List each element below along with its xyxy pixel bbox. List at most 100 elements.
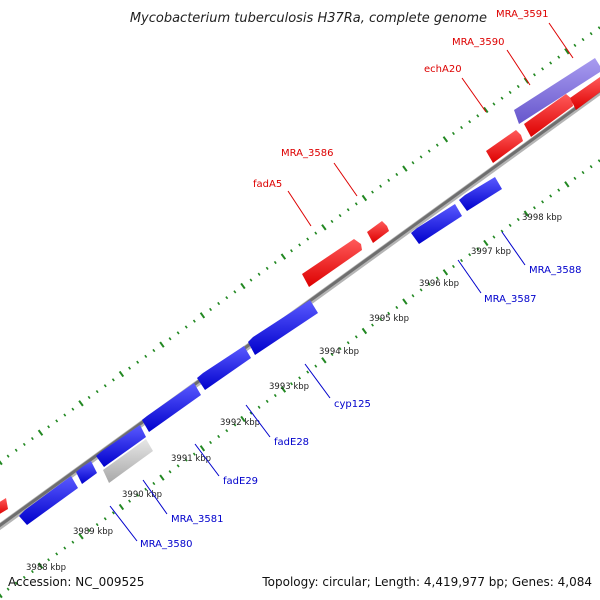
minor-tick bbox=[338, 213, 342, 218]
gene-MRA_3587-arrow[interactable] bbox=[411, 204, 462, 244]
minor-tick bbox=[184, 325, 188, 329]
minor-tick bbox=[47, 558, 51, 562]
minor-tick bbox=[103, 384, 107, 388]
major-tick bbox=[442, 269, 449, 276]
gene-MRA_3580-arrow[interactable] bbox=[19, 476, 78, 525]
minor-tick bbox=[379, 184, 383, 188]
minor-tick bbox=[87, 528, 91, 533]
major-tick bbox=[442, 136, 449, 143]
scale-label: 3993 kbp bbox=[269, 382, 309, 392]
gene-MRA_3590-highlight[interactable] bbox=[514, 58, 600, 124]
gene-MRA_3588-arrow[interactable] bbox=[459, 177, 502, 211]
gene-cyp125-arrow[interactable] bbox=[197, 346, 251, 390]
gene-label-MRA_3580[interactable]: MRA_3580 bbox=[140, 539, 192, 550]
minor-tick bbox=[589, 165, 593, 169]
gene-fadE29-arrow[interactable] bbox=[96, 425, 146, 467]
gene-pseudo-grey-arrow[interactable] bbox=[103, 439, 153, 483]
minor-tick bbox=[435, 143, 439, 147]
minor-tick bbox=[22, 442, 26, 446]
minor-tick bbox=[346, 341, 350, 345]
minor-tick bbox=[144, 354, 148, 358]
minor-tick bbox=[217, 301, 221, 306]
minor-tick bbox=[176, 331, 180, 335]
major-tick bbox=[523, 210, 530, 217]
minor-tick bbox=[581, 37, 585, 42]
gene-label-MRA_3587[interactable]: MRA_3587 bbox=[484, 294, 536, 305]
minor-tick bbox=[541, 200, 545, 204]
gene-MRA_3586-arrow[interactable] bbox=[367, 221, 389, 243]
minor-tick bbox=[451, 131, 455, 136]
gene-label-echA20[interactable]: echA20 bbox=[424, 64, 462, 75]
gene-MRA_3590-arrow[interactable] bbox=[524, 94, 573, 137]
scale-label: 3994 kbp bbox=[319, 347, 359, 357]
major-tick bbox=[483, 239, 489, 247]
major-tick bbox=[361, 327, 368, 335]
minor-tick bbox=[330, 352, 334, 357]
minor-tick bbox=[168, 337, 172, 341]
minor-tick bbox=[500, 229, 504, 233]
gene-label-fadE29[interactable]: fadE29 bbox=[223, 476, 258, 487]
gene-MRA_3581-arrow[interactable] bbox=[76, 461, 97, 484]
major-tick bbox=[240, 415, 246, 423]
minor-tick bbox=[298, 376, 302, 380]
minor-tick bbox=[71, 407, 75, 411]
gene-echA20-arrow[interactable] bbox=[486, 130, 523, 163]
gene-fadA5-arrow[interactable] bbox=[302, 239, 362, 287]
major-tick bbox=[402, 165, 408, 172]
gene-label-MRA_3591[interactable]: MRA_3591 bbox=[496, 9, 548, 20]
forward-genes bbox=[0, 58, 600, 515]
scale-label: 3988 kbp bbox=[26, 563, 66, 573]
minor-tick bbox=[411, 294, 415, 298]
minor-tick bbox=[435, 276, 439, 280]
minor-tick bbox=[136, 493, 140, 497]
minor-tick bbox=[192, 452, 196, 456]
minor-tick bbox=[273, 393, 277, 398]
gene-label-cyp125[interactable]: cyp125 bbox=[334, 399, 371, 410]
minor-tick bbox=[273, 260, 277, 265]
minor-tick bbox=[476, 114, 480, 118]
minor-tick bbox=[225, 429, 229, 433]
gene-label-MRA_3588[interactable]: MRA_3588 bbox=[529, 265, 581, 276]
gene-fadE28-arrow[interactable] bbox=[142, 383, 201, 432]
minor-tick bbox=[492, 102, 496, 106]
major-tick bbox=[118, 370, 125, 378]
major-tick bbox=[159, 474, 165, 481]
gene-label-MRA_3590[interactable]: MRA_3590 bbox=[452, 37, 504, 48]
minor-tick bbox=[63, 413, 67, 417]
minor-tick bbox=[516, 84, 520, 89]
scale-label: 3990 kbp bbox=[122, 490, 162, 500]
minor-tick bbox=[209, 440, 213, 445]
gene-label-fadE28[interactable]: fadE28 bbox=[274, 437, 309, 448]
reverse-genes bbox=[19, 177, 502, 525]
minor-tick bbox=[379, 317, 383, 321]
minor-tick bbox=[516, 217, 520, 222]
minor-tick bbox=[387, 178, 391, 182]
gene-arrow-left-edge[interactable] bbox=[0, 498, 8, 515]
minor-tick bbox=[265, 399, 269, 403]
minor-tick bbox=[451, 264, 455, 269]
major-tick bbox=[321, 357, 327, 364]
major-tick bbox=[78, 533, 84, 540]
gene-label-MRA_3586[interactable]: MRA_3586 bbox=[281, 148, 333, 159]
minor-tick bbox=[249, 278, 253, 282]
minor-tick bbox=[30, 569, 34, 574]
minor-tick bbox=[63, 546, 67, 550]
minor-tick bbox=[306, 370, 310, 374]
minor-tick bbox=[128, 499, 132, 503]
minor-tick bbox=[387, 311, 391, 315]
scale-label: 3996 kbp bbox=[419, 279, 459, 289]
minor-tick bbox=[71, 540, 75, 544]
minor-tick bbox=[557, 188, 561, 192]
gene-label-MRA_3581[interactable]: MRA_3581 bbox=[171, 514, 223, 525]
minor-tick bbox=[87, 395, 91, 400]
minor-tick bbox=[14, 581, 18, 585]
gene-MRA_3591-arrow[interactable] bbox=[570, 77, 600, 110]
major-tick bbox=[402, 298, 408, 305]
minor-tick bbox=[508, 90, 512, 94]
gene-label-fadA5[interactable]: fadA5 bbox=[253, 179, 282, 190]
minor-tick bbox=[346, 208, 350, 212]
major-tick bbox=[0, 460, 3, 466]
gene-MRA_3584-arrow[interactable] bbox=[248, 300, 318, 355]
outer-tick-ring bbox=[0, 26, 600, 466]
minor-tick bbox=[314, 364, 318, 368]
